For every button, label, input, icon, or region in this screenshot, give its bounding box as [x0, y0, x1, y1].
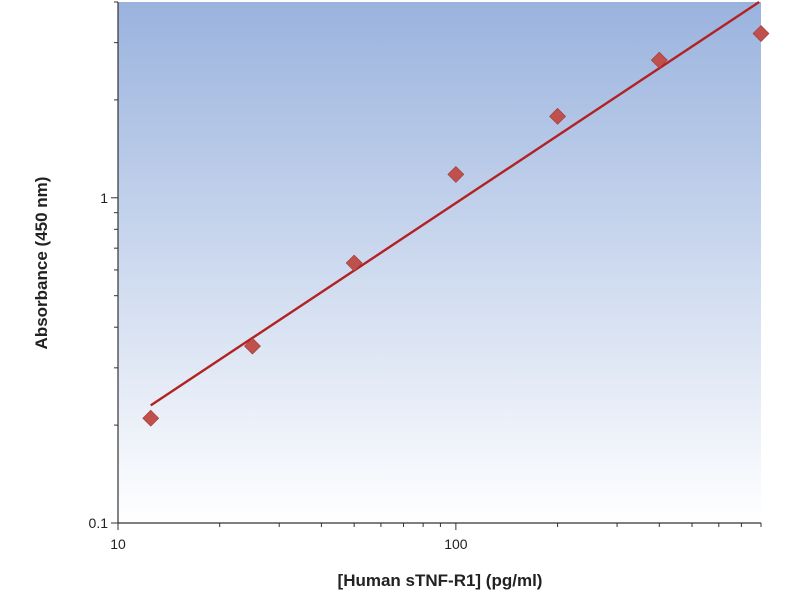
data-point: [752, 25, 770, 42]
x-axis-title: [Human sTNF-R1] (pg/ml): [338, 571, 543, 590]
data-point: [650, 51, 668, 69]
data-point: [244, 337, 261, 355]
data-point: [549, 107, 567, 125]
y-axis-title: Absorbance (450 nm): [32, 177, 51, 350]
data-point: [345, 254, 363, 272]
x-tick-label: 100: [444, 536, 468, 552]
data-point: [447, 165, 465, 183]
y-tick-label: 1: [100, 190, 108, 206]
y-tick-label: 0.1: [89, 515, 109, 531]
x-tick-label: 10: [110, 536, 126, 552]
plot-area: [118, 2, 761, 523]
data-point: [142, 409, 160, 427]
